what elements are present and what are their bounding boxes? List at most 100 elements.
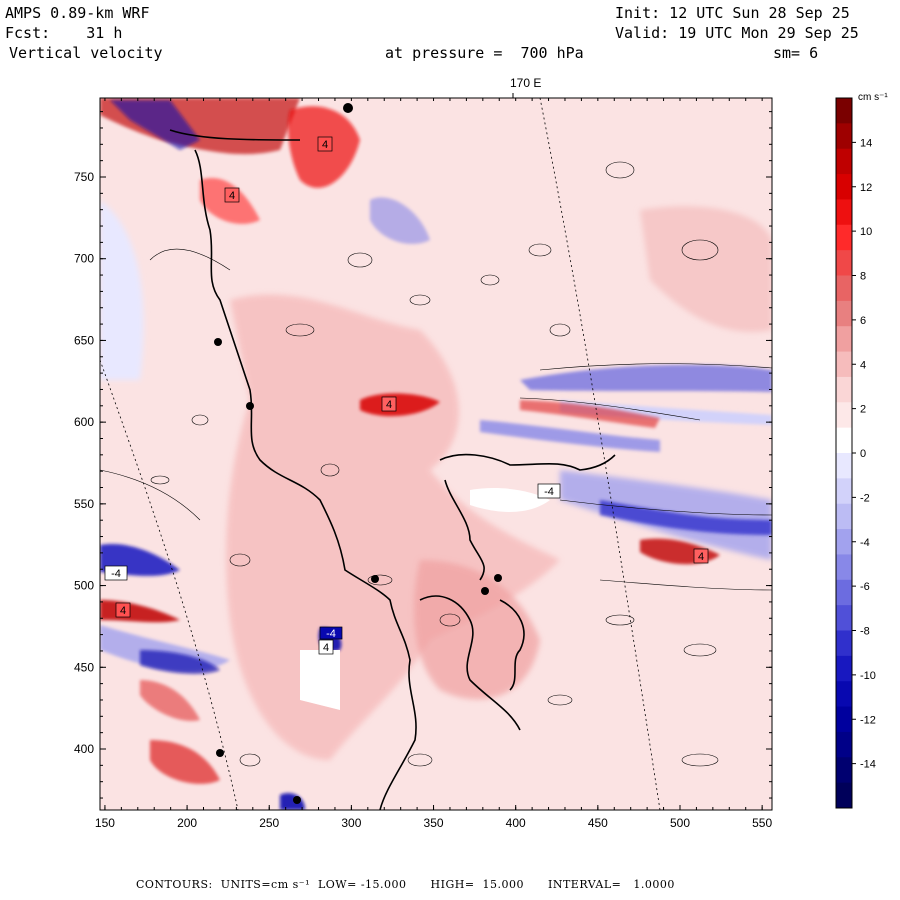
colorbar-swatch <box>836 300 852 327</box>
contour-lines <box>100 161 772 767</box>
colorbar-swatch <box>836 199 852 226</box>
colorbar-tick-label: -2 <box>860 492 870 504</box>
x-tick-label: 150 <box>95 816 115 830</box>
negative-band <box>520 364 772 392</box>
x-tick-label: 550 <box>752 816 772 830</box>
model-title: AMPS 0.89-km WRF <box>5 4 150 22</box>
colorbar-tick-label: -14 <box>860 759 876 771</box>
colorbar-tick-label: 4 <box>860 359 866 371</box>
low-label: -4 <box>326 628 336 640</box>
x-tick-label: 200 <box>177 816 197 830</box>
pressure-level: at pressure = 700 hPa <box>385 44 584 62</box>
colorbar-swatch <box>836 427 852 454</box>
station-dot <box>293 796 301 804</box>
positive-region <box>414 560 540 700</box>
contour-info: CONTOURS: UNITS=cm s⁻¹ LOW= -15.000 HIGH… <box>136 878 675 891</box>
smoothing-label: sm= 6 <box>773 44 819 62</box>
longitude-label: 170 E <box>510 76 542 90</box>
colorbar-swatch <box>836 123 852 150</box>
high-label: 4 <box>120 605 126 617</box>
high-label: 4 <box>386 399 392 411</box>
y-tick-label: 400 <box>74 742 94 756</box>
colorbar-swatch <box>836 655 852 682</box>
init-time: Init: 12 UTC Sun 28 Sep 25 <box>615 4 850 22</box>
x-tick-label: 300 <box>341 816 361 830</box>
positive-band <box>520 400 660 428</box>
map-frame <box>99 97 773 811</box>
x-tick-label: 450 <box>588 816 608 830</box>
colorbar-swatch <box>836 250 852 276</box>
colorbar-swatch <box>836 98 852 124</box>
colorbar-swatch <box>836 757 852 784</box>
colorbar-swatch <box>836 554 852 581</box>
station-markers <box>214 103 502 804</box>
colorbar-swatch <box>836 605 852 631</box>
colorbar-swatch <box>836 275 852 302</box>
high-label: 4 <box>323 642 329 654</box>
station-dot <box>371 575 379 583</box>
colorbar-tick-label: 14 <box>860 137 872 149</box>
colorbar-swatch <box>836 503 852 530</box>
x-axis: 150 200 250 300 350 400 450 500 550 <box>95 98 772 830</box>
colorbar-tick-label: 10 <box>860 226 872 238</box>
map-panel <box>100 98 772 810</box>
low-label: -4 <box>111 568 121 580</box>
station-dot <box>246 402 254 410</box>
y-tick-label: 750 <box>74 170 94 184</box>
colorbar-tick-label: -8 <box>860 626 870 638</box>
x-tick-label: 400 <box>506 816 526 830</box>
negative-region <box>100 200 144 380</box>
colorbar-swatch <box>836 529 852 555</box>
highlow-labels: 4 4 4 4 -4 4 -4 4 -4 <box>104 136 709 655</box>
negative-band <box>140 650 220 674</box>
high-label: 4 <box>229 190 235 202</box>
station-dot <box>481 587 489 595</box>
colorbar-swatch <box>836 579 852 606</box>
colorbar-tick-label: 6 <box>860 315 866 327</box>
colorbar-swatch <box>836 148 852 175</box>
station-dot <box>494 574 502 582</box>
colorbar-units: cm s⁻¹ <box>858 92 888 103</box>
colorbar <box>835 97 853 809</box>
colorbar-swatch <box>836 453 852 479</box>
coastline <box>169 129 616 810</box>
colorbar-ticks: 14 12 10 8 6 4 2 0 -2 -4 -6 -8 -10 -12 -14 <box>852 137 876 771</box>
high-label: 4 <box>322 139 328 151</box>
colorbar-tick-label: -10 <box>860 670 876 682</box>
x-tick-label: 350 <box>424 816 444 830</box>
y-tick-label: 450 <box>74 660 94 674</box>
colorbar-swatch <box>836 376 852 403</box>
y-tick-label: 500 <box>74 579 94 593</box>
colorbar-swatch <box>836 731 852 758</box>
positive-region <box>226 294 560 760</box>
forecast-hour: Fcst: 31 h <box>5 24 123 42</box>
y-tick-label: 550 <box>74 497 94 511</box>
y-tick-label: 600 <box>74 415 94 429</box>
colorbar-swatch <box>836 224 852 251</box>
valid-time: Valid: 19 UTC Mon 29 Sep 25 <box>615 24 859 42</box>
colorbar-swatch <box>836 402 852 429</box>
field-name: Vertical velocity <box>9 44 163 62</box>
colorbar-tick-label: -6 <box>860 581 870 593</box>
colorbar-swatch <box>836 351 852 378</box>
station-dot <box>214 338 222 346</box>
colorbar-tick-label: -12 <box>860 714 876 726</box>
negative-band <box>480 420 660 452</box>
low-label: -4 <box>544 486 554 498</box>
zero-region <box>300 650 340 710</box>
x-tick-label: 500 <box>670 816 690 830</box>
colorbar-tick-label: 2 <box>860 404 866 416</box>
negative-band <box>110 100 200 150</box>
positive-region <box>640 206 772 332</box>
colorbar-tick-label: 12 <box>860 182 872 194</box>
zero-region <box>470 488 550 512</box>
positive-band <box>150 740 220 784</box>
station-dot <box>343 103 353 113</box>
colorbar-tick-label: 8 <box>860 271 866 283</box>
colorbar-swatch <box>836 174 852 200</box>
y-tick-label: 650 <box>74 333 94 347</box>
negative-band <box>370 197 430 244</box>
colorbar-swatch <box>836 706 852 733</box>
x-tick-label: 250 <box>259 816 279 830</box>
colorbar-tick-label: 0 <box>860 448 866 460</box>
